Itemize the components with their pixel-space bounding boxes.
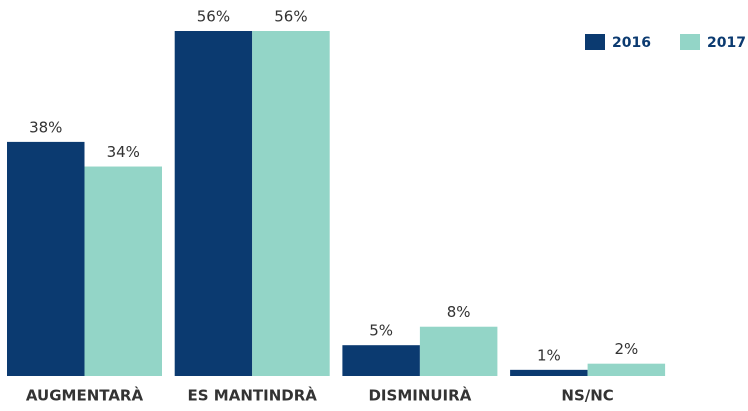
- value-label: 56%: [274, 8, 307, 26]
- bar: [419, 326, 498, 376]
- value-label: 38%: [29, 118, 62, 136]
- value-label: 1%: [537, 346, 561, 364]
- value-label: 56%: [197, 8, 230, 26]
- legend-label: 2016: [612, 35, 651, 51]
- value-label: 34%: [107, 143, 140, 161]
- value-label: 2%: [614, 340, 638, 358]
- category-label: ES MANTINDRÀ: [188, 386, 318, 405]
- value-label: 8%: [447, 303, 471, 321]
- value-label: 5%: [369, 322, 393, 340]
- category-label: NS/NC: [561, 387, 613, 405]
- category-label: DISMINUIRÀ: [368, 386, 471, 405]
- bar: [342, 345, 420, 376]
- category-label: AUGMENTARÀ: [26, 386, 144, 405]
- legend-label: 2017: [707, 35, 746, 51]
- bar: [510, 369, 588, 376]
- bar: [84, 166, 162, 376]
- legend-swatch: [680, 34, 700, 50]
- bar: [7, 141, 85, 376]
- bar: [252, 31, 330, 376]
- legend-swatch: [585, 34, 605, 50]
- bar: [174, 31, 253, 376]
- bar: [587, 363, 666, 376]
